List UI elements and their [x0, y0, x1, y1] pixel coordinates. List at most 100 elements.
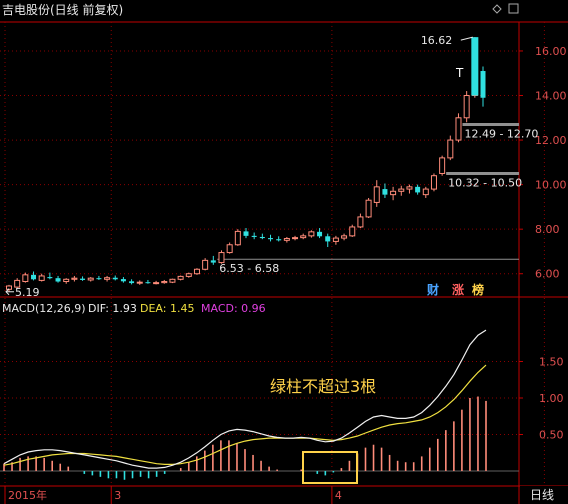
candle-up[interactable] [300, 233, 307, 240]
candle-body [480, 71, 486, 98]
candle-up[interactable] [406, 184, 413, 194]
candle-down[interactable] [96, 275, 102, 280]
candle-body [202, 259, 209, 270]
candle-down[interactable] [145, 279, 151, 284]
candle-up[interactable] [218, 250, 225, 264]
candle-up[interactable] [185, 272, 192, 278]
macd-tick-label: 0.50 [539, 429, 564, 442]
candle-up[interactable] [341, 233, 348, 241]
limit-up-candle[interactable] [471, 37, 479, 96]
candle-up[interactable] [422, 186, 429, 198]
candle-down[interactable] [415, 184, 421, 195]
price-tick-label: 14.00 [535, 90, 567, 103]
candle-body [447, 139, 454, 159]
diamond-icon[interactable] [492, 4, 502, 14]
candle-body [357, 216, 364, 228]
candle-up[interactable] [455, 113, 462, 143]
candle-up[interactable] [447, 135, 454, 161]
candle-up[interactable] [169, 278, 176, 284]
macd-plot[interactable] [3, 329, 487, 480]
candle-body [145, 282, 151, 284]
candle-up[interactable] [202, 258, 209, 271]
level-label: 10.32 - 10.50 [448, 176, 522, 189]
candle-up[interactable] [332, 235, 339, 245]
price-tick-label: 12.00 [535, 134, 567, 147]
candle-up[interactable] [177, 275, 184, 281]
candle-down[interactable] [31, 271, 37, 281]
candle-up[interactable] [398, 185, 405, 196]
candle-up[interactable] [71, 275, 78, 282]
candle-down[interactable] [268, 234, 274, 242]
candle-up[interactable] [365, 197, 372, 219]
candle-body [341, 235, 348, 239]
candle-up[interactable] [463, 91, 470, 123]
candle-up[interactable] [153, 280, 160, 285]
candle-body [283, 238, 290, 241]
min-arrow [5, 288, 10, 296]
candle-up[interactable] [373, 180, 380, 207]
candle-up[interactable] [292, 235, 299, 241]
candle-down[interactable] [480, 66, 486, 107]
candle-body [22, 274, 29, 283]
candle-body [406, 186, 413, 190]
candle-up[interactable] [390, 186, 397, 201]
candle-body [463, 95, 470, 119]
badge-zhang[interactable]: 涨 [452, 282, 464, 297]
candle-up[interactable] [136, 280, 143, 285]
dea-legend: DEA: 1.45 [140, 302, 194, 315]
candle-down[interactable] [382, 183, 388, 198]
candle-down[interactable] [47, 272, 53, 280]
candle-down[interactable] [251, 232, 257, 240]
candle-up[interactable] [283, 236, 290, 243]
candle-up[interactable] [234, 229, 241, 246]
candle-body [226, 244, 233, 254]
candle-body [31, 274, 37, 280]
candle-up[interactable] [14, 278, 21, 289]
price-plot[interactable]: 6.53 - 6.58 10.32 - 10.50 12.49 - 12.70 16.… [5, 34, 538, 299]
candle-up[interactable] [439, 155, 446, 176]
candle-body [439, 157, 446, 174]
candle-down[interactable] [243, 228, 249, 239]
candle-up[interactable] [357, 213, 364, 229]
candle-body [169, 278, 176, 283]
badges: 财 涨 榜 [426, 282, 484, 297]
candle-down[interactable] [55, 275, 61, 283]
candle-body [55, 278, 61, 282]
maximize-icon[interactable] [508, 3, 519, 14]
candle-down[interactable] [80, 276, 86, 281]
candle-up[interactable] [308, 230, 315, 238]
candle-down[interactable] [129, 279, 135, 285]
candle-down[interactable] [259, 233, 265, 240]
candle-up[interactable] [226, 242, 233, 254]
macd-tick-label: 1.50 [539, 356, 564, 369]
candle-down[interactable] [317, 228, 323, 239]
candle-body [153, 282, 160, 285]
badge-cai[interactable]: 财 [426, 282, 439, 297]
candle-body [218, 252, 225, 264]
candle-up[interactable] [38, 273, 45, 282]
dea-line [3, 364, 487, 466]
period-tab[interactable]: 日线 [530, 488, 554, 502]
candle-body [71, 277, 78, 280]
candle-body [259, 236, 265, 239]
candle-up[interactable] [63, 278, 70, 284]
candle-body [120, 279, 126, 282]
candle-body [398, 188, 405, 192]
candle-down[interactable] [325, 233, 331, 247]
candle-up[interactable] [104, 275, 111, 282]
candle-up[interactable] [193, 268, 200, 275]
candle-body [325, 236, 331, 242]
candle-down[interactable] [120, 277, 126, 283]
candle-body [349, 226, 356, 237]
candle-down[interactable] [210, 255, 216, 265]
candle-up[interactable] [349, 224, 356, 237]
badge-bang[interactable]: 榜 [472, 282, 484, 297]
candle-body [276, 239, 282, 241]
candle-up[interactable] [22, 272, 29, 283]
candle-body [112, 277, 118, 280]
candle-up[interactable] [161, 279, 168, 284]
candle-down[interactable] [112, 275, 118, 281]
candle-down[interactable] [276, 236, 282, 242]
candle-up[interactable] [87, 277, 94, 282]
candle-up[interactable] [430, 173, 437, 192]
